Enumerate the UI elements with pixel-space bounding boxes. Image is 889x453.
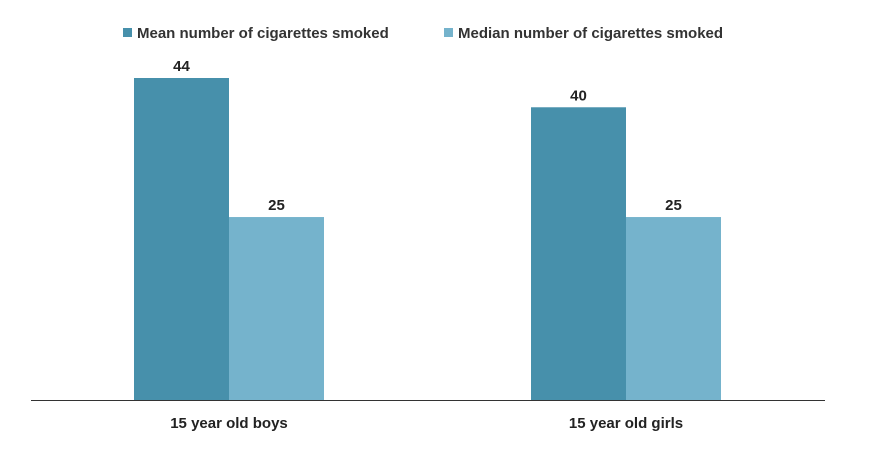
data-label-median-girls: 25 — [665, 197, 682, 214]
legend-label-median: Median number of cigarettes smoked — [458, 25, 723, 42]
bar-median-girls — [626, 217, 721, 400]
data-label-median-boys: 25 — [268, 197, 285, 214]
category-label-boys: 15 year old boys — [170, 415, 288, 432]
bar-median-boys — [229, 217, 324, 400]
category-label-girls: 15 year old girls — [569, 415, 683, 432]
data-label-mean-girls: 40 — [570, 87, 587, 104]
x-axis-labels: 15 year old boys 15 year old girls — [170, 415, 683, 432]
data-label-mean-boys: 44 — [173, 58, 190, 75]
legend-swatch-median — [444, 28, 453, 37]
legend-swatch-mean — [123, 28, 132, 37]
legend: Mean number of cigarettes smoked Median … — [123, 25, 723, 42]
legend-label-mean: Mean number of cigarettes smoked — [137, 25, 389, 42]
bar-mean-girls — [531, 107, 626, 400]
bars — [134, 78, 721, 400]
bar-mean-boys — [134, 78, 229, 400]
data-labels: 44 25 40 25 — [173, 58, 682, 214]
